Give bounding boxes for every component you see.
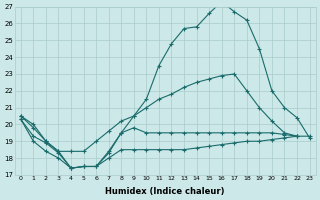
X-axis label: Humidex (Indice chaleur): Humidex (Indice chaleur) (106, 187, 225, 196)
